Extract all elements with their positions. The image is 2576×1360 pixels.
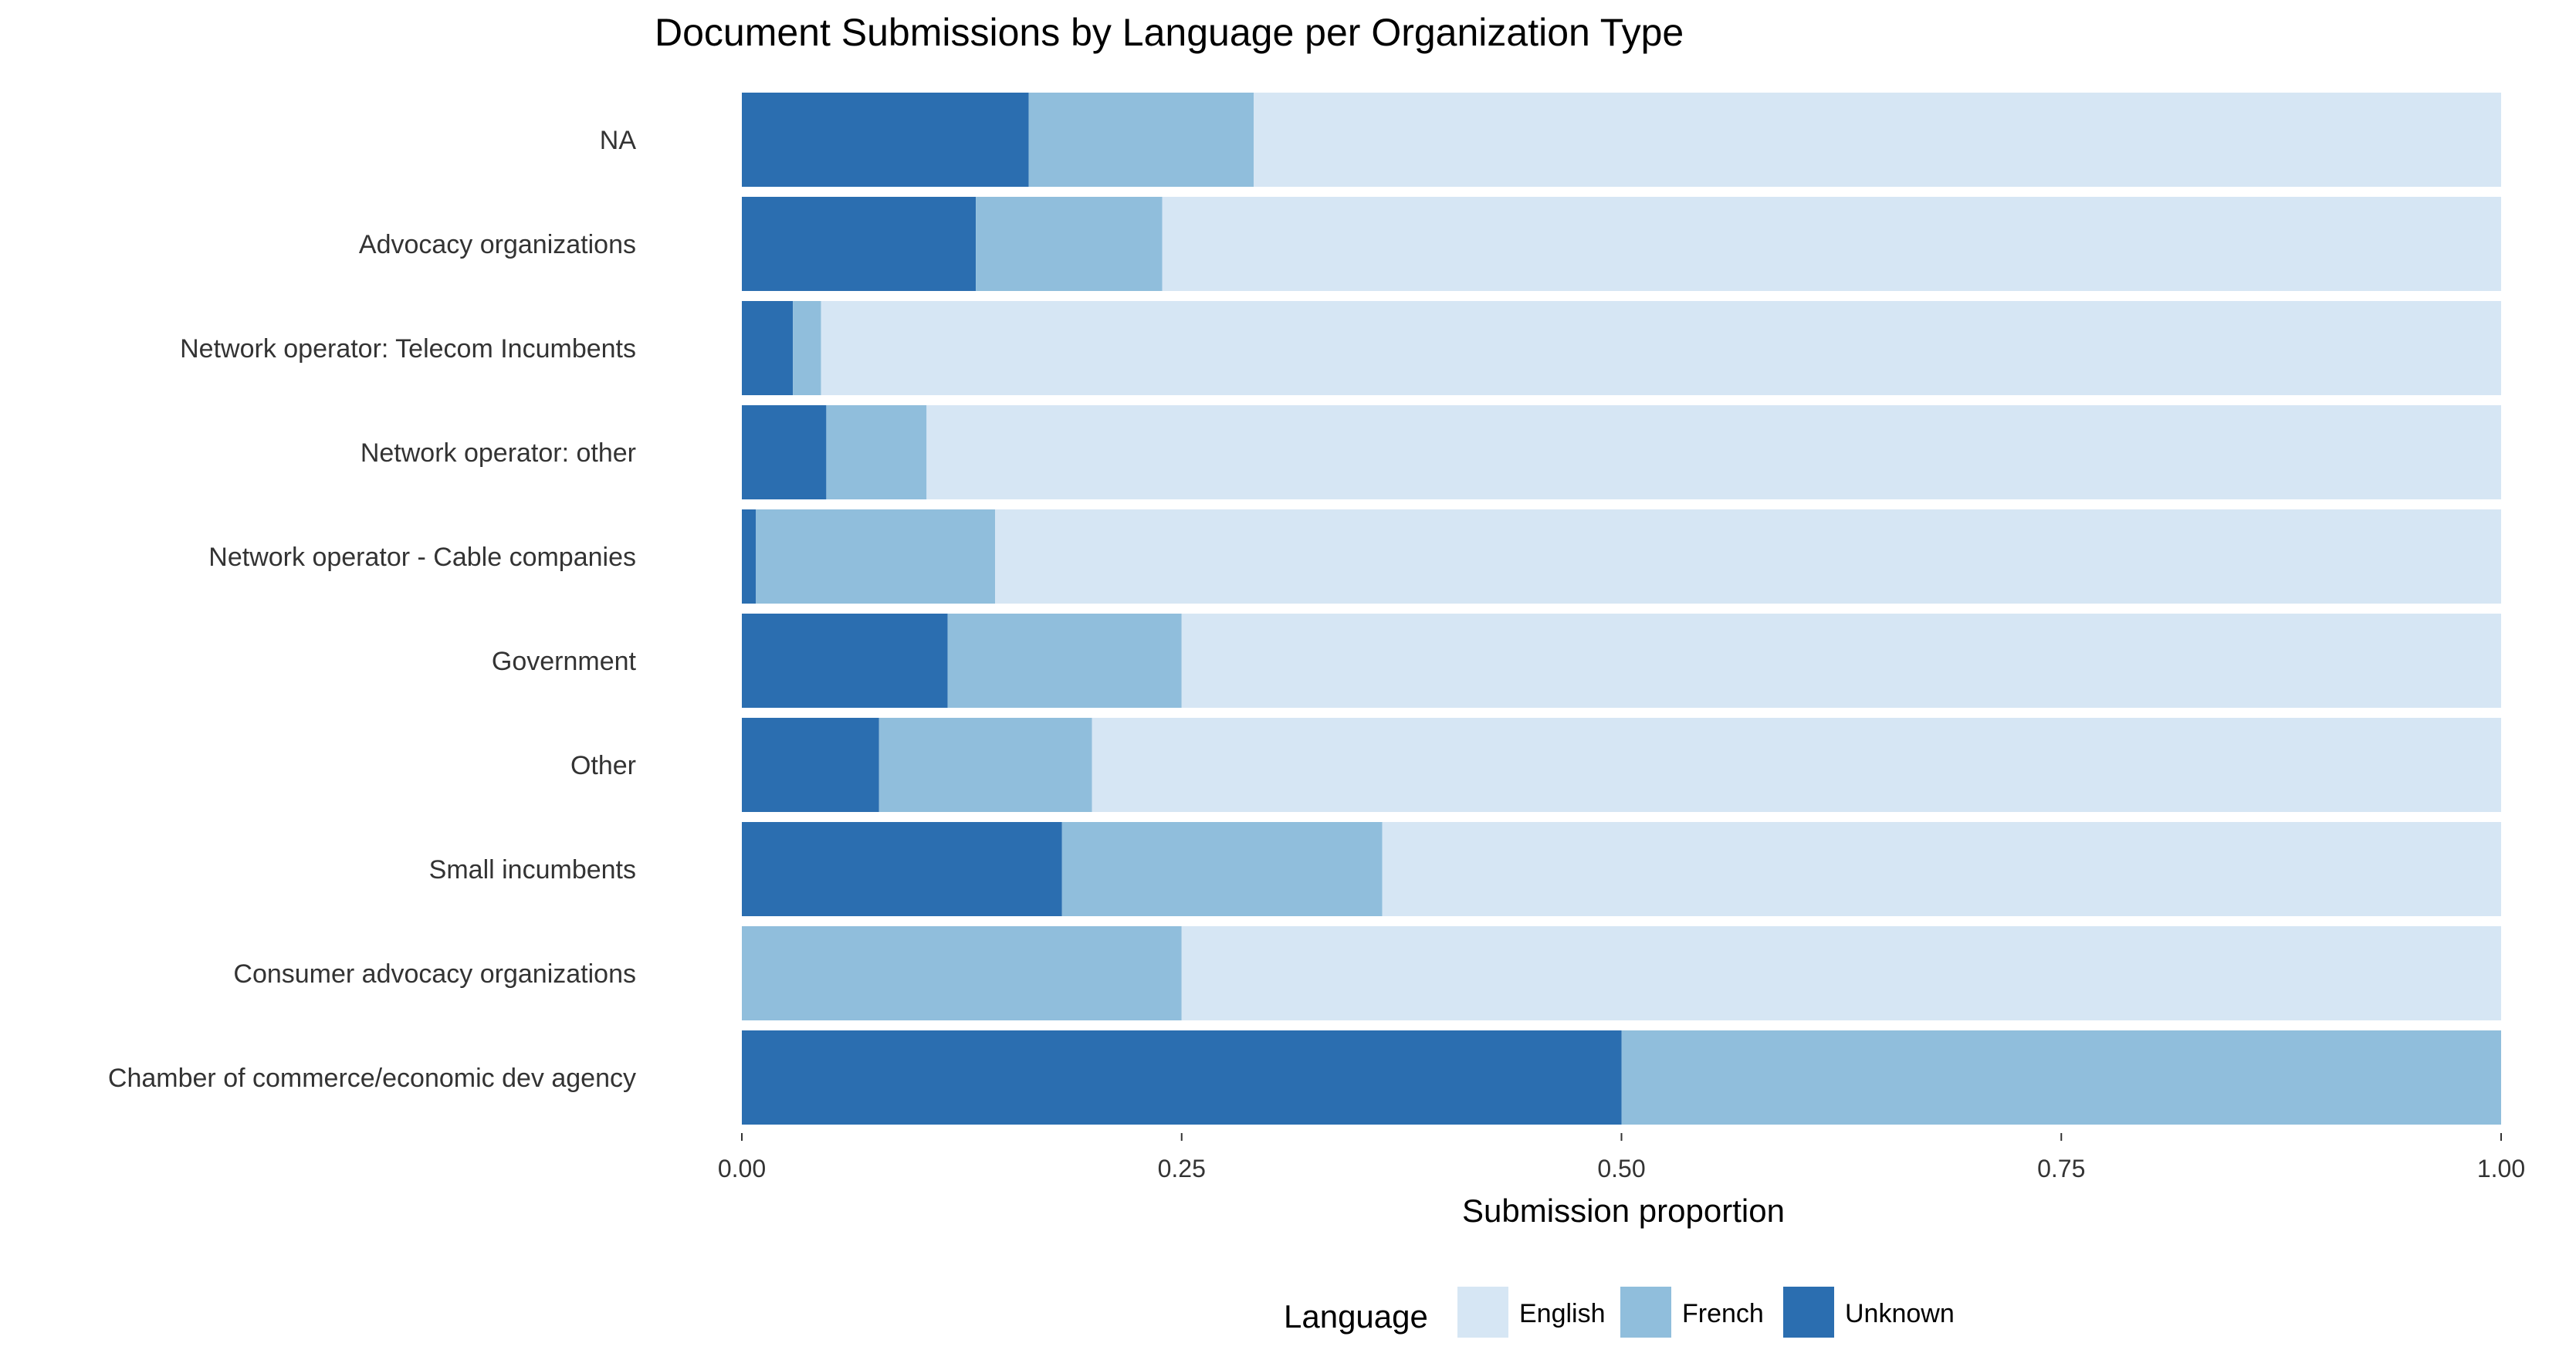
category-label: Small incumbents: [429, 855, 636, 885]
legend-key-english: [1457, 1287, 1508, 1338]
legend-label-english: English: [1519, 1299, 1606, 1328]
category-label: Network operator: Telecom Incumbents: [180, 334, 636, 364]
bar-english-3: [926, 405, 2501, 499]
x-axis-title: Submission proportion: [1462, 1193, 1785, 1229]
bar-french-8: [742, 926, 1182, 1020]
bar-english-4: [995, 509, 2501, 604]
chart-title: Document Submissions by Language per Org…: [655, 11, 1684, 54]
bar-english-8: [1181, 926, 2501, 1020]
category-label: Other: [570, 751, 636, 780]
bar-unknown-4: [742, 509, 757, 604]
bar-unknown-9: [742, 1030, 1622, 1125]
bar-unknown-5: [742, 614, 948, 708]
category-label: Network operator: other: [361, 438, 636, 468]
bar-french-0: [1028, 93, 1254, 187]
bar-unknown-6: [742, 718, 879, 812]
bar-english-7: [1382, 822, 2501, 916]
category-label: NA: [600, 126, 637, 155]
legend: Language English French Unknown: [1284, 1287, 1955, 1338]
category-labels: NA Advocacy organizations Network operator…: [108, 126, 637, 1093]
bars: [742, 93, 2501, 1125]
bar-english-6: [1092, 718, 2501, 812]
legend-key-unknown: [1783, 1287, 1834, 1338]
bar-english-5: [1181, 614, 2501, 708]
x-tick-label: 0.50: [1597, 1155, 1645, 1182]
bar-unknown-3: [742, 405, 827, 499]
bar-french-2: [793, 301, 821, 395]
bar-english-1: [1162, 197, 2501, 291]
category-label: Consumer advocacy organizations: [233, 959, 636, 989]
bar-unknown-1: [742, 197, 977, 291]
category-label: Network operator - Cable companies: [208, 543, 636, 572]
legend-label-unknown: Unknown: [1845, 1299, 1955, 1328]
bar-french-4: [756, 509, 996, 604]
bar-unknown-0: [742, 93, 1029, 187]
bar-french-9: [1621, 1030, 2501, 1125]
bar-french-6: [878, 718, 1092, 812]
legend-key-french: [1620, 1287, 1671, 1338]
bar-unknown-2: [742, 301, 794, 395]
x-tick-label: 0.25: [1158, 1155, 1206, 1182]
legend-title: Language: [1284, 1298, 1428, 1335]
bar-english-2: [821, 301, 2501, 395]
legend-items: English French Unknown: [1457, 1287, 1955, 1338]
bar-french-5: [947, 614, 1182, 708]
bar-french-7: [1061, 822, 1383, 916]
bar-french-3: [826, 405, 927, 499]
legend-label-french: French: [1682, 1299, 1764, 1328]
category-label: Government: [492, 647, 637, 676]
x-tick-label: 1.00: [2477, 1155, 2525, 1182]
bar-english-0: [1254, 93, 2501, 187]
bar-unknown-7: [742, 822, 1062, 916]
bar-french-1: [976, 197, 1163, 291]
x-tick-label: 0.75: [2037, 1155, 2085, 1182]
x-tick-label: 0.00: [718, 1155, 766, 1182]
category-label: Chamber of commerce/economic dev agency: [108, 1064, 636, 1093]
category-label: Advocacy organizations: [359, 230, 636, 259]
x-axis-ticks: 0.00 0.25 0.50 0.75 1.00: [718, 1133, 2525, 1182]
